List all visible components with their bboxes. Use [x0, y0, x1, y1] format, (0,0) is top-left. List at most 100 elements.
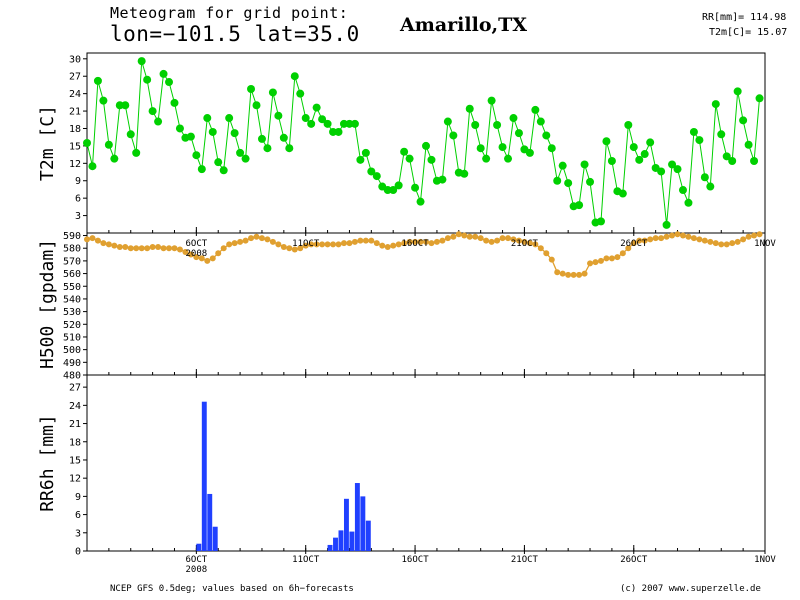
data-point: [717, 130, 726, 139]
data-point: [433, 238, 440, 245]
data-point: [132, 148, 141, 157]
data-point: [592, 259, 599, 266]
y-tick-label: 18: [69, 437, 81, 448]
data-point: [214, 158, 223, 167]
data-point: [498, 143, 507, 152]
data-point: [565, 271, 572, 278]
data-point: [93, 76, 102, 85]
data-point: [280, 243, 287, 250]
data-point: [618, 189, 627, 198]
data-point: [264, 236, 271, 243]
bar: [338, 530, 344, 551]
grid-coordinates: lon=−101.5 lat=35.0: [110, 22, 360, 46]
y-tick-label: 6: [75, 194, 81, 205]
data-point: [268, 88, 277, 97]
x-tick-label: 26OCT: [620, 239, 648, 249]
bar: [360, 496, 366, 551]
data-point: [308, 241, 315, 248]
y-axis-title: H500 [gpdam]: [37, 239, 58, 369]
bar: [327, 544, 333, 551]
data-point: [531, 105, 540, 114]
data-point: [532, 241, 539, 248]
data-point: [148, 107, 157, 116]
data-point: [286, 245, 293, 252]
data-point: [471, 121, 480, 129]
y-tick-label: 3: [75, 211, 81, 222]
data-point: [257, 134, 266, 143]
y-tick-label: 510: [63, 332, 81, 343]
data-point: [422, 141, 430, 150]
data-point: [252, 101, 261, 110]
bar: [207, 493, 213, 551]
data-point: [515, 237, 522, 244]
data-point: [438, 175, 447, 184]
bar: [333, 537, 338, 551]
data-point: [357, 237, 364, 244]
data-point: [696, 236, 703, 243]
data-point: [99, 96, 108, 105]
data-point: [740, 236, 747, 243]
chart-title: Meteogram for grid point:: [110, 4, 349, 22]
data-point: [548, 256, 555, 263]
data-point: [576, 271, 583, 278]
data-point: [646, 138, 655, 147]
data-point: [155, 243, 162, 250]
data-point: [330, 241, 337, 248]
data-point: [384, 243, 391, 250]
data-point: [658, 235, 665, 242]
data-point: [84, 236, 90, 243]
data-point: [274, 111, 283, 120]
data-point: [253, 233, 260, 240]
data-point: [494, 237, 501, 244]
y-tick-label: 12: [69, 159, 81, 170]
data-point: [669, 232, 676, 239]
data-point: [483, 237, 490, 244]
data-point: [160, 245, 167, 252]
data-point: [186, 132, 195, 141]
data-point: [521, 238, 528, 245]
data-point: [197, 165, 206, 174]
y-tick-label: 6: [75, 510, 81, 521]
data-point: [684, 198, 693, 207]
data-point: [395, 241, 402, 248]
data-point: [536, 117, 545, 126]
panel-0: 3 6 9 12 15 18 21 24 27 30 T2m [C]: [37, 52, 766, 236]
x-tick-label: 11OCT: [292, 555, 320, 565]
data-point: [83, 139, 91, 147]
data-point: [290, 72, 299, 81]
data-point: [673, 165, 682, 174]
data-point: [236, 148, 245, 157]
x-year-label: 2008: [186, 249, 208, 259]
data-point: [417, 238, 424, 245]
data-point: [115, 101, 124, 110]
data-point: [285, 144, 294, 153]
data-point: [105, 241, 112, 248]
data-point: [641, 237, 648, 244]
bar: [349, 531, 355, 551]
x-tick-label: 1NOV: [754, 555, 776, 565]
data-point: [449, 131, 458, 140]
data-point: [405, 154, 414, 163]
series-line: [86, 60, 760, 225]
data-point: [242, 237, 249, 244]
y-tick-label: 9: [75, 492, 81, 503]
data-point: [542, 131, 551, 140]
data-point: [263, 144, 272, 153]
data-point: [394, 181, 403, 190]
data-point: [734, 238, 741, 245]
data-point: [427, 155, 436, 164]
data-point: [755, 94, 764, 103]
data-point: [193, 254, 200, 261]
data-point: [215, 250, 222, 257]
data-point: [460, 169, 469, 178]
data-point: [116, 243, 123, 250]
data-point: [723, 241, 730, 248]
data-point: [547, 144, 556, 153]
data-point: [707, 238, 714, 245]
data-point: [640, 150, 649, 159]
data-point: [373, 240, 380, 247]
data-point: [323, 119, 332, 128]
data-point: [312, 103, 321, 112]
data-point: [372, 172, 381, 181]
